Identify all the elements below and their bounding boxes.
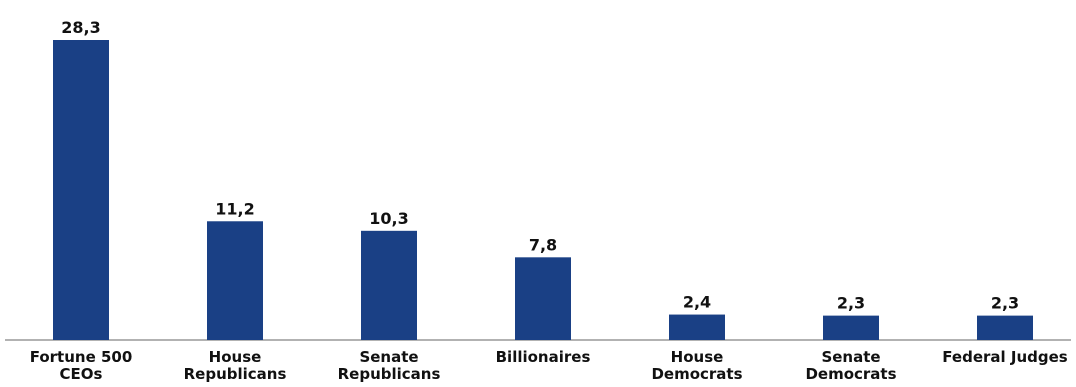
bar (977, 315, 1033, 340)
category-tick-label: Republicans (184, 365, 287, 383)
bar-value-label: 28,3 (61, 18, 100, 37)
bar-value-label: 2,3 (991, 294, 1019, 313)
category-tick-label: Senate (359, 348, 418, 366)
bar (361, 230, 417, 340)
category-tick-label: Senate (821, 348, 880, 366)
bar (669, 314, 725, 340)
bar-value-label: 2,3 (837, 294, 865, 313)
category-tick-label: House (671, 348, 724, 366)
bar-value-label: 10,3 (369, 209, 408, 228)
bars-group (53, 40, 1033, 340)
category-tick-label: Democrats (651, 365, 742, 383)
category-tick-label: CEOs (60, 365, 103, 383)
bar (515, 257, 571, 340)
category-tick-label: Fortune 500 (30, 348, 133, 366)
category-labels-group: Fortune 500CEOsHouseRepublicansSenateRep… (30, 348, 1068, 383)
bar (53, 40, 109, 340)
value-labels-group: 28,3 11,2 10,3 7,8 2,4 2,3 2,3 (61, 18, 1019, 313)
bar (823, 315, 879, 340)
category-tick-label: House (209, 348, 262, 366)
category-tick-label: Federal Judges (942, 348, 1068, 366)
category-tick-label: Democrats (805, 365, 896, 383)
bar-value-label: 2,4 (683, 293, 711, 312)
bar-value-label: 11,2 (215, 199, 254, 218)
bar (207, 221, 263, 340)
category-tick-label: Billionaires (496, 348, 591, 366)
bar-value-label: 7,8 (529, 235, 557, 254)
category-tick-label: Republicans (338, 365, 441, 383)
